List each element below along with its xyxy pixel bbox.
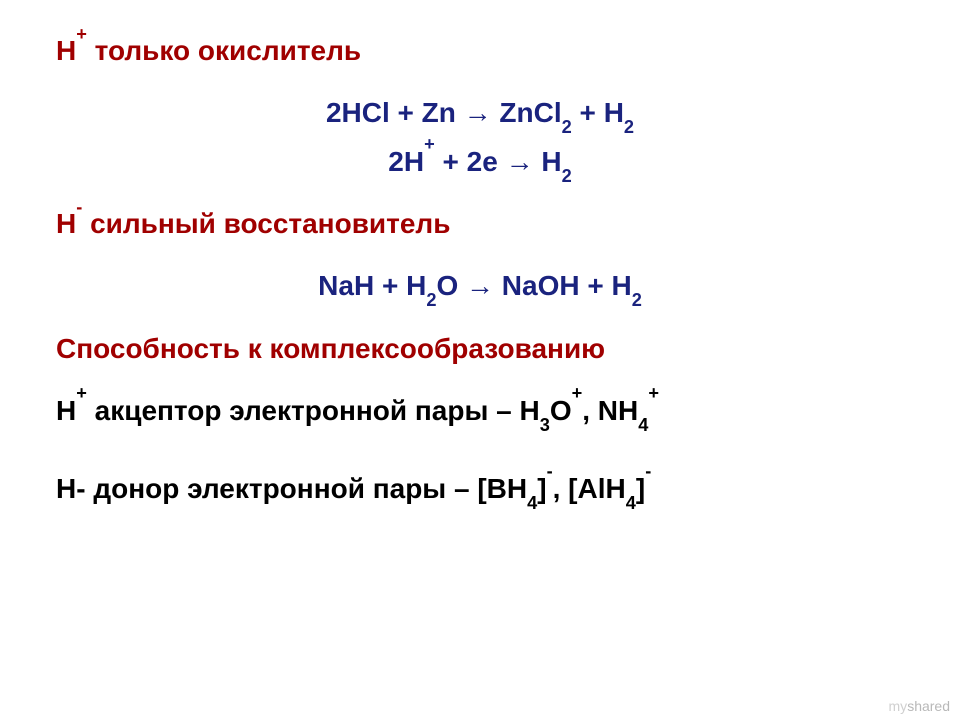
eq3-b: O	[436, 270, 466, 301]
h-post: только окислитель	[87, 35, 361, 66]
don-d: ]	[636, 473, 645, 504]
eq2-a-sup: +	[424, 134, 435, 154]
don-c-sub: 4	[626, 493, 636, 513]
don-d-sup: -	[645, 461, 651, 481]
h2-sup: -	[76, 197, 82, 217]
acc-d-sup: +	[648, 383, 659, 403]
equation-2: 2H+ + 2e → H2	[56, 143, 904, 182]
acc-d: , NH	[582, 395, 638, 426]
watermark-shared: shared	[907, 698, 950, 714]
heading-complex: Способность к комплексообразованию	[56, 330, 904, 368]
line-acceptor: H+ акцептор электронной пары – H3O+, NH4…	[56, 392, 904, 430]
don-a-sub: 4	[527, 493, 537, 513]
watermark: myshared	[889, 698, 950, 714]
eq3-c-sub: 2	[632, 290, 642, 310]
line-donor: H- донор электронной пары – [BH4]-, [AlH…	[56, 470, 904, 508]
don-b-sup: -	[547, 461, 553, 481]
heading-oxidizer: H+ только окислитель	[56, 32, 904, 70]
eq1-rhs-b: + H	[572, 97, 624, 128]
h-prefix: H	[56, 35, 76, 66]
arrow-icon: →	[466, 271, 494, 302]
acc-b: акцептор электронной пары – H	[87, 395, 540, 426]
acc-c-sup: +	[572, 383, 583, 403]
h-sup: +	[76, 24, 87, 44]
heading-reducer: H- сильный восстановитель	[56, 205, 904, 243]
acc-a: H	[56, 395, 76, 426]
don-b: ]	[537, 473, 546, 504]
watermark-my: my	[889, 698, 908, 714]
slide: H+ только окислитель 2HCl + Zn → ZnCl2 +…	[0, 0, 960, 720]
eq2-c: H	[534, 146, 562, 177]
arrow-icon: →	[506, 147, 534, 178]
acc-d-sub: 4	[638, 415, 648, 435]
eq2-a: 2H	[388, 146, 424, 177]
acc-c: O	[550, 395, 572, 426]
eq1-sub-b: 2	[624, 117, 634, 137]
arrow-icon: →	[464, 98, 492, 129]
eq3-a-sub: 2	[426, 290, 436, 310]
don-a: H- донор электронной пары – [BH	[56, 473, 527, 504]
eq1-rhs-a: ZnCl	[492, 97, 562, 128]
eq1-lhs: 2HCl + Zn	[326, 97, 464, 128]
acc-b-sub: 3	[540, 415, 550, 435]
eq2-c-sub: 2	[562, 166, 572, 186]
eq2-b: + 2e	[435, 146, 506, 177]
don-c: , [AlH	[553, 473, 626, 504]
acc-a-sup: +	[76, 383, 87, 403]
equation-1: 2HCl + Zn → ZnCl2 + H2	[56, 94, 904, 133]
h2-pre: H	[56, 208, 76, 239]
h2-post: сильный восстановитель	[82, 208, 450, 239]
eq3-a: NaH + H	[318, 270, 426, 301]
eq3-c: NaOH + H	[494, 270, 632, 301]
eq1-sub-a: 2	[562, 117, 572, 137]
equation-3: NaH + H2O → NaOH + H2	[56, 267, 904, 306]
